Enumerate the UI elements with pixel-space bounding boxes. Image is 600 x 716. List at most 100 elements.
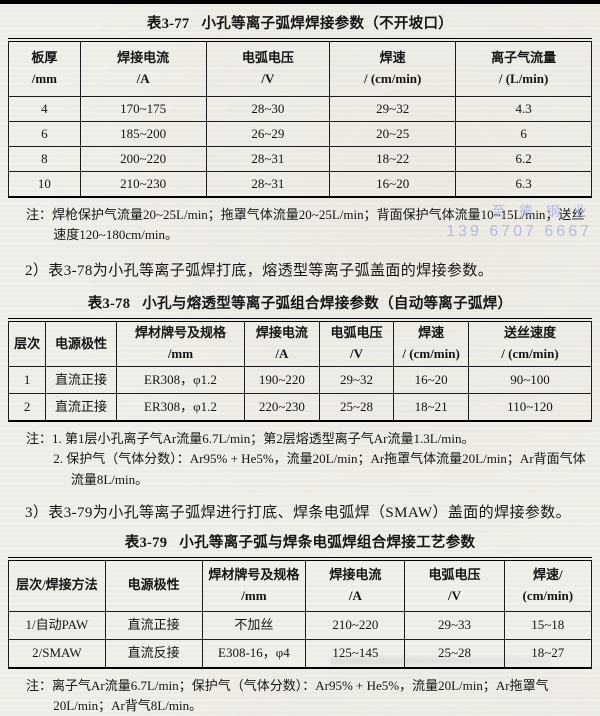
table-cell: 18~27 bbox=[503, 638, 593, 669]
table-cell: 2 bbox=[7, 393, 47, 422]
table-row: 10 210~230 28~31 16~20 6.3 bbox=[8, 171, 592, 198]
watermark: 至 德 钢 业 139 6707 6667 bbox=[446, 203, 592, 243]
note-line: 2. 保护气（气体分数）：Ar95% + He5%，流量20L/min；Ar拖罩… bbox=[53, 451, 586, 487]
table-cell: 26~29 bbox=[205, 121, 331, 147]
parameters-table: 层次 电源极性 焊材牌号及规格 /mm 焊接电流 /A 电弧电压 /V 焊速 / (cm/… bbox=[7, 318, 593, 423]
table-3-77: 板厚 /mm 焊接电流 /A 电弧电压 /V 焊速 / (cm/min) 离子气流量 /… bbox=[0, 38, 600, 198]
table-cell: 18~21 bbox=[393, 393, 469, 422]
column-header: 送丝速度 / (cm/min) bbox=[467, 319, 593, 368]
table-cell: ER308，φ1.2 bbox=[115, 366, 246, 395]
table-cell: 15~18 bbox=[503, 610, 593, 640]
table-row: 2 直流正接 ER308，φ1.2 220~230 25~28 18~21 110~120 bbox=[7, 393, 593, 422]
note-line: 注：焊枪保护气流量20~25L/min；拖罩气体流量20~25L/min；背面保… bbox=[26, 207, 585, 243]
page-top-edge bbox=[0, 0, 600, 4]
column-header: 电弧电压 /V bbox=[205, 39, 331, 97]
table-3-78-caption: 表3-78 小孔与熔透型等离子弧组合焊接参数（自动等离子弧焊） bbox=[0, 292, 600, 313]
table-cell: 6.3 bbox=[455, 171, 592, 198]
column-header: 层次 bbox=[7, 319, 47, 368]
table-cell: 6 bbox=[8, 121, 81, 147]
watermark-phone: 139 6707 6667 bbox=[446, 223, 592, 241]
table-row: 6 185~200 26~29 20~25 6 bbox=[8, 121, 592, 147]
column-header: 焊接电流 /A bbox=[305, 558, 406, 612]
header-row: 板厚 /mm 焊接电流 /A 电弧电压 /V 焊速 / (cm/min) 离子气流量 /… bbox=[8, 39, 592, 97]
table-cell: 210~230 bbox=[79, 171, 207, 198]
table-cell: 125~145 bbox=[305, 638, 406, 669]
table-cell: 220~230 bbox=[244, 393, 320, 422]
table-3-79: 层次/焊接方法 电源极性 焊材牌号及规格 /mm 焊接电流 /A 电弧电压 /V 焊速/ … bbox=[0, 556, 600, 669]
header-row: 层次 电源极性 焊材牌号及规格 /mm 焊接电流 /A 电弧电压 /V 焊速 / (cm/… bbox=[7, 319, 593, 368]
paragraph-3: 3）表3-79为小孔等离子弧焊进行打底、焊条电弧焊（SMAW）盖面的焊接参数。 bbox=[25, 504, 572, 521]
column-header: 焊接电流 /A bbox=[79, 39, 207, 97]
column-header: 电源极性 bbox=[45, 319, 117, 368]
table-cell: 25~28 bbox=[318, 393, 395, 422]
table-cell: 6 bbox=[455, 121, 592, 147]
table-cell: 200~220 bbox=[79, 146, 207, 172]
note-line: 注：1. 第1层小孔离子气Ar流量6.7L/min；第2层熔透型离子气Ar流量1… bbox=[26, 431, 475, 447]
table-cell: 16~20 bbox=[393, 366, 469, 395]
paragraph-2: 2）表3-78为小孔等离子弧焊打底，熔透型等离子弧盖面的焊接参数。 bbox=[25, 263, 494, 280]
table-row: 1/自动PAW 直流正接 不加丝 210~220 29~33 15~18 bbox=[8, 610, 593, 640]
table-cell: 170~175 bbox=[79, 96, 207, 122]
column-header: 离子气流量 / (L/min) bbox=[455, 39, 592, 97]
table-cell: 2/SMAW bbox=[8, 638, 106, 669]
table-cell: 6.2 bbox=[455, 146, 592, 172]
table-cell: 不加丝 bbox=[201, 610, 307, 640]
table-cell: E308-16，φ4 bbox=[201, 638, 307, 669]
table-row: 1 直流正接 ER308，φ1.2 190~220 29~32 16~20 90~100 bbox=[7, 366, 593, 395]
column-header: 焊材牌号及规格 /mm bbox=[115, 319, 246, 368]
table-3-77-notes: 注：焊枪保护气流量20~25L/min；拖罩气体流量20~25L/min；背面保… bbox=[26, 205, 592, 245]
column-header: 焊速 / (cm/min) bbox=[393, 319, 469, 368]
table-3-77-caption-text: 小孔等离子弧焊焊接参数（不开坡口） bbox=[201, 16, 454, 32]
table-cell: 29~33 bbox=[404, 610, 505, 640]
table-cell: 185~200 bbox=[79, 121, 207, 147]
note-line: 注：离子气Ar流量6.7L/min；保护气（气体分数）：Ar95% + He5%… bbox=[26, 677, 549, 713]
table-cell: 29~32 bbox=[318, 366, 395, 395]
table-cell: 110~120 bbox=[467, 393, 593, 422]
table-3-79-caption-text: 小孔等离子弧与焊条电弧焊组合焊接工艺参数 bbox=[179, 534, 476, 551]
column-header: 焊接电流 /A bbox=[244, 319, 320, 368]
table-cell: 直流正接 bbox=[45, 366, 117, 395]
table-cell: 28~31 bbox=[205, 171, 331, 198]
table-cell: 直流反接 bbox=[104, 638, 203, 669]
table-cell: 190~220 bbox=[244, 366, 320, 395]
watermark-company: 至 德 钢 业 bbox=[491, 204, 592, 219]
table-cell: 1 bbox=[7, 366, 47, 395]
scan-artifact bbox=[330, 657, 550, 665]
table-3-77-caption: 表3-77 小孔等离子弧焊焊接参数（不开坡口） bbox=[0, 12, 600, 33]
table-cell: 8 bbox=[8, 146, 81, 172]
table-3-77-caption-number: 表3-77 bbox=[146, 16, 190, 32]
column-header: 层次/焊接方法 bbox=[8, 558, 106, 612]
table-cell: 90~100 bbox=[467, 366, 593, 395]
table-cell: 直流正接 bbox=[45, 393, 117, 422]
table-cell: 210~220 bbox=[305, 610, 406, 640]
table-3-79-caption: 表3-79 小孔等离子弧与焊条电弧焊组合焊接工艺参数 bbox=[0, 531, 600, 552]
column-header: 电弧电压 /V bbox=[404, 558, 505, 612]
column-header: 电弧电压 /V bbox=[318, 319, 395, 368]
table-3-78: 层次 电源极性 焊材牌号及规格 /mm 焊接电流 /A 电弧电压 /V 焊速 / (cm/… bbox=[0, 318, 600, 423]
table-3-78-caption-number: 表3-78 bbox=[87, 296, 131, 313]
table-row: 8 200~220 28~31 18~22 6.2 bbox=[8, 146, 592, 172]
table-cell: 20~25 bbox=[329, 121, 457, 147]
column-header: 板厚 /mm bbox=[8, 39, 81, 97]
column-header: 焊速 / (cm/min) bbox=[329, 39, 457, 97]
table-cell: 4 bbox=[8, 96, 81, 122]
table-cell: 1/自动PAW bbox=[8, 610, 106, 640]
table-3-79-caption-number: 表3-79 bbox=[124, 534, 168, 551]
header-row: 层次/焊接方法 电源极性 焊材牌号及规格 /mm 焊接电流 /A 电弧电压 /V 焊速/ … bbox=[8, 558, 593, 612]
table-cell: 10 bbox=[8, 171, 81, 198]
table-cell: ER308，φ1.2 bbox=[115, 393, 246, 422]
table-cell: 28~30 bbox=[205, 96, 331, 122]
table-cell: 4.3 bbox=[455, 96, 592, 122]
column-header: 焊速/ (cm/min) bbox=[503, 558, 593, 612]
table-cell: 28~31 bbox=[205, 146, 331, 172]
table-3-78-notes: 注：1. 第1层小孔离子气Ar流量6.7L/min；第2层熔透型离子气Ar流量1… bbox=[26, 429, 592, 489]
table-row: 2/SMAW 直流反接 E308-16，φ4 125~145 25~28 18~27 bbox=[8, 638, 593, 669]
column-header: 电源极性 bbox=[104, 558, 203, 612]
table-cell: 29~32 bbox=[329, 96, 457, 122]
table-cell: 18~22 bbox=[329, 146, 457, 172]
table-cell: 直流正接 bbox=[104, 610, 203, 640]
table-row: 4 170~175 28~30 29~32 4.3 bbox=[8, 96, 592, 122]
parameters-table: 层次/焊接方法 电源极性 焊材牌号及规格 /mm 焊接电流 /A 电弧电压 /V 焊速/ … bbox=[8, 556, 593, 669]
table-3-78-caption-text: 小孔与熔透型等离子弧组合焊接参数（自动等离子弧焊） bbox=[142, 296, 513, 313]
table-cell: 16~20 bbox=[329, 171, 457, 198]
